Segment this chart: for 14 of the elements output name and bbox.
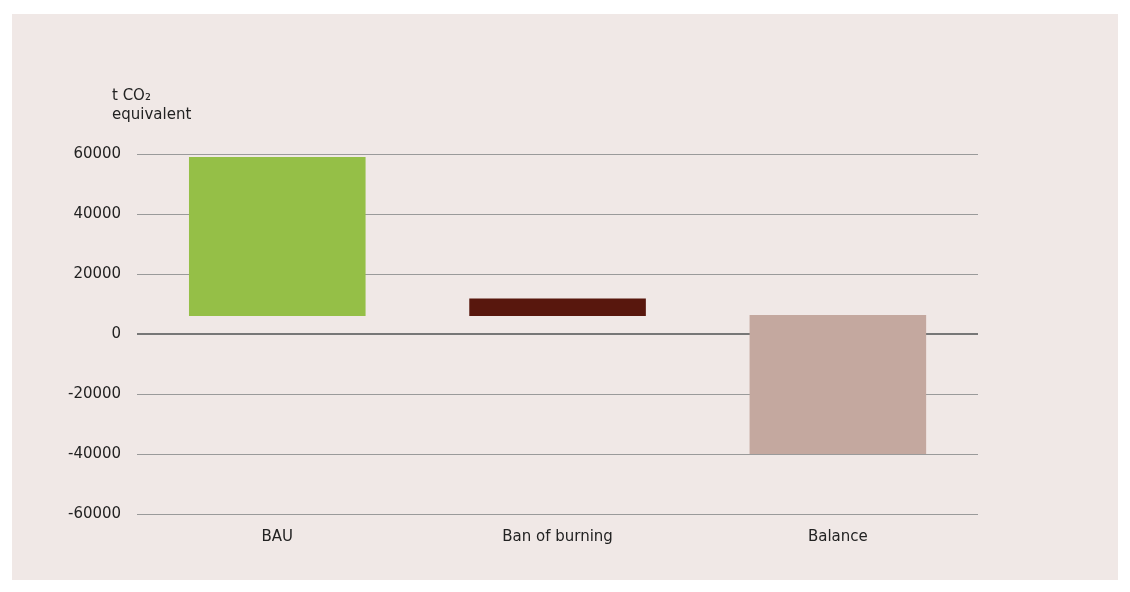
y-tick-label: -40000	[67, 443, 122, 462]
x-tick-label: BAU	[261, 526, 294, 545]
y-tick-label: 0	[111, 323, 122, 342]
y-tick-label: 60000	[73, 143, 122, 162]
x-tick-label: Ban of burning	[502, 526, 613, 545]
y-tick-label: 20000	[73, 263, 122, 282]
bar	[749, 315, 927, 454]
x-tick-label: Balance	[807, 526, 868, 545]
bar	[188, 157, 366, 316]
y-axis-title: t CO₂ equivalent	[112, 86, 192, 124]
y-tick-label: 40000	[73, 203, 122, 222]
bar	[469, 298, 646, 316]
y-tick-label: -20000	[67, 383, 122, 402]
y-tick-label: -60000	[67, 503, 122, 522]
